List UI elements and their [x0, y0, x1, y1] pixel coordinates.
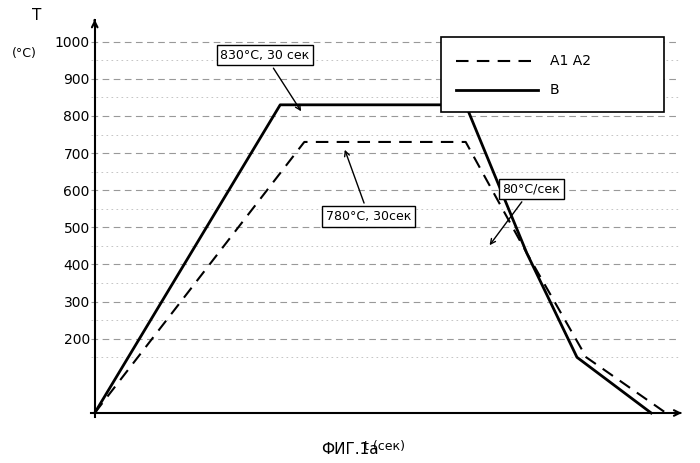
Text: B: B	[550, 83, 559, 97]
Text: A1 A2: A1 A2	[550, 54, 591, 68]
Text: 830°C, 30 сек: 830°C, 30 сек	[220, 49, 309, 110]
Text: t (сек): t (сек)	[365, 440, 405, 453]
Text: (°C): (°C)	[12, 47, 36, 60]
FancyBboxPatch shape	[441, 37, 664, 112]
Text: 80°C/сек: 80°C/сек	[491, 182, 560, 244]
Text: T: T	[32, 8, 41, 23]
Text: 780°C, 30сек: 780°C, 30сек	[326, 151, 412, 223]
Text: ФИГ.1а: ФИГ.1а	[321, 442, 379, 457]
